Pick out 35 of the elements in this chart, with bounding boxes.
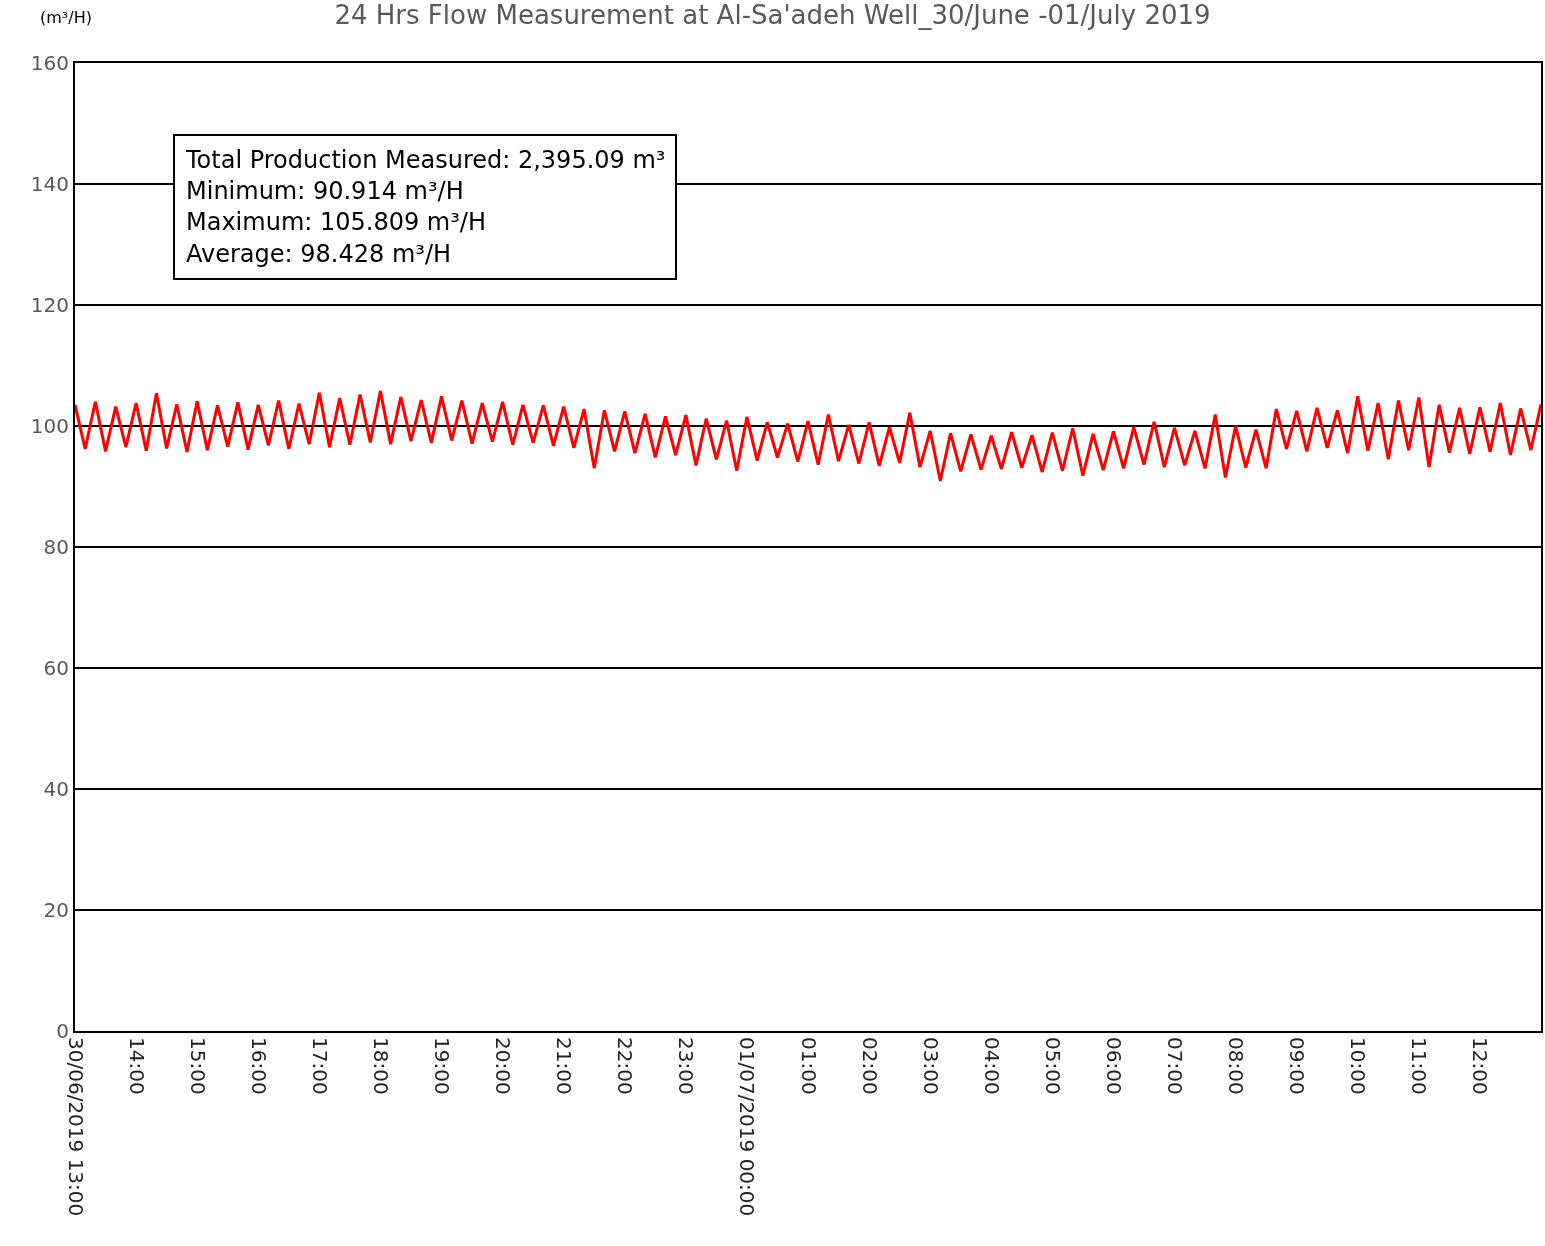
line-series [75,389,1541,483]
y-tick-label: 160 [30,51,69,75]
x-tick-label: 21:00 [552,1037,577,1095]
x-tick-label: 17:00 [307,1037,332,1095]
x-tick-label: 15:00 [185,1037,210,1095]
annotation: Total Production Measured: 2,395.09 m³ Minimum: 90.914 m³/H Maximum: 105.809 m³/H Average: 98.428 m³/H [185,146,666,268]
y-tick-label: 20 [43,898,69,922]
x-tick-label: 19:00 [430,1037,454,1095]
x-tick-label: 06:00 [1101,1037,1126,1095]
x-tick-label: 14:00 [124,1037,149,1095]
y-axis-title: (m³/H) [40,8,92,27]
x-tick-label: 07:00 [1163,1037,1187,1095]
x-tick-label: 08:00 [1224,1037,1249,1095]
y-tick-label: 120 [30,293,69,317]
x-tick-label: 16:00 [246,1037,271,1095]
chart-title: 24 Hrs Flow Measurement at Al-Sa'adeh Well_30/June -01/July 2019 [334,0,1211,31]
x-tick-label: 23:00 [674,1037,699,1095]
x-tick-label: 02:00 [857,1037,882,1095]
y-tick-label: 100 [30,414,69,438]
x-tick-label: 04:00 [979,1037,1004,1095]
y-tick-label: 80 [43,535,69,559]
x-tick-label: 10:00 [1346,1037,1371,1095]
y-tick-label: 140 [30,172,69,196]
x-tick-label: 12:00 [1468,1037,1493,1095]
x-tick-label: 01:00 [796,1037,821,1095]
x-tick-label: 03:00 [918,1037,943,1095]
y-tick-label: 60 [43,656,69,680]
x-tick-label: 05:00 [1040,1037,1065,1095]
x-tick-label: 09:00 [1285,1037,1310,1095]
x-tick-label: 01/07/2019 00:00 [735,1037,760,1217]
x-tick-label: 11:00 [1407,1037,1432,1095]
x-tick-label: 22:00 [613,1037,638,1095]
y-tick-label: 40 [43,777,69,801]
x-tick-label: 18:00 [368,1037,393,1095]
x-tick-label: 20:00 [491,1037,516,1095]
